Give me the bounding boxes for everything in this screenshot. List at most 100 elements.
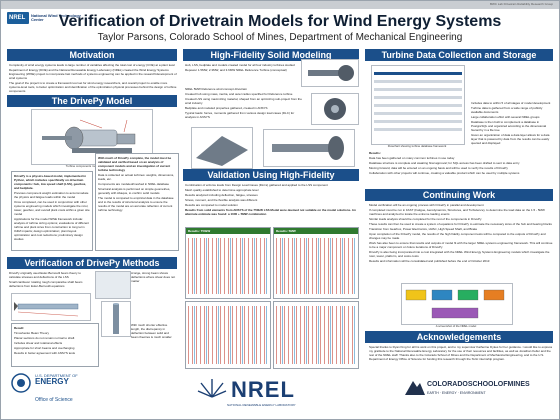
turbine-result: Moving forward, data will be entered on …: [369, 166, 508, 170]
hub-illustration: [324, 98, 346, 120]
validation-text: Combination of enforce loads from Design…: [185, 183, 357, 217]
results-750kw-panel-2: [185, 301, 271, 369]
drivepy-right-box: With much of DrivePy complete, the model…: [95, 153, 179, 251]
validation-header: Validation Using High-Fidelity Component…: [183, 169, 359, 192]
continuing-bullet: DrivePy is also being incorporated into …: [369, 250, 550, 258]
poster-title: Verification of Drivetrain Models for Wi…: [58, 13, 502, 30]
fidelity-bullet: Bedplate and modeled properties gathered…: [185, 106, 268, 110]
continuing-caption: A screenshot of the NREL model: [435, 324, 477, 328]
shaft-diagram: [11, 293, 91, 321]
drivepy-right-bullet: With much of DrivePy complete, the model…: [98, 156, 172, 172]
continuing-text: Model verification will be an ongoing pr…: [369, 203, 553, 264]
verification-note: A large, strong beam shows deflections w…: [131, 271, 176, 283]
results-5mw-plot: [276, 238, 356, 294]
turbine-bullet: Given an organization of data a data lay…: [471, 133, 550, 145]
nrel-wordmark: NREL: [231, 377, 295, 402]
validation-note: Results from solid elements from ANSYS o…: [185, 208, 356, 216]
results-5mw-panel-2: [273, 301, 359, 369]
bedplate-image: [191, 127, 253, 169]
bedplate-illustration: [196, 136, 248, 166]
results-750kw-plot-2: [188, 306, 268, 364]
fidelity-bullet: Typical loads: forces, moments gathered …: [185, 111, 295, 119]
drivepy-left-bullet: Previous component weight estimation to …: [14, 191, 89, 199]
fidelity-header: High-Fidelity Solid Modeling: [183, 49, 359, 61]
verification-header: Verification of DrivePy Methods: [7, 257, 177, 269]
doe-seal-icon: [11, 373, 31, 393]
validation-bullet: Combination of enforce loads from Design…: [185, 183, 328, 187]
continuing-bullet: Work has also been to ensure that result…: [369, 241, 553, 249]
continuing-bullet: Model verification will be an ongoing pr…: [369, 203, 484, 207]
turbine-bullet: Includes data to within 5 of all stages …: [471, 101, 551, 105]
results-5mw-panel: Results: 5MW: [273, 227, 359, 299]
rotor-image: [301, 59, 359, 87]
turbine-result: Data has been gathered on many common tu…: [369, 156, 455, 160]
verification-result-box: Result: Timoshenko Beam Theory Planar se…: [11, 323, 99, 367]
poster-subtitle: Taylor Parsons, Colorado School of Mines…: [97, 32, 463, 43]
hub-image: [311, 93, 359, 125]
drivepy-left-text: DrivePy is a physics-based model, implem…: [14, 174, 90, 242]
result-item: Includes shear and rotational effects: [14, 341, 63, 345]
doe-logo: U.S. DEPARTMENT OF ENERGY Office of Scie…: [11, 371, 101, 411]
turbine-data-header: Turbine Data Collection and Storage: [365, 49, 553, 61]
csm-mountain-icon: [405, 381, 425, 395]
validation-bullet: Mesh quality established to determine ap…: [185, 188, 259, 192]
drivepy-left-bullet: DrivePy is a physics-based model, implem…: [14, 174, 87, 190]
beam-cylinder-illustration: [113, 303, 119, 334]
flowchart-row: [374, 128, 462, 131]
validation-bullet: Results analyzed including deflection, f…: [185, 193, 258, 197]
fidelity-bullet: Hub, LSS, bedplate and models created mo…: [185, 63, 295, 67]
continuing-bullet: Similar loads analysis should be complet…: [369, 217, 482, 221]
drivepy-right-bullet: The model is compared to empirical data …: [98, 196, 174, 212]
beam-image: [101, 301, 131, 337]
turbine-results-text: Results: Data has been gathered on many …: [369, 151, 553, 176]
rotor-illustration: [308, 65, 354, 81]
turbine-caption: Flowchart showing turbine database frame…: [387, 144, 447, 148]
drivepy-left-box: DrivePy is a physics-based model, implem…: [11, 171, 93, 251]
database-flowchart: [371, 65, 465, 145]
nrel-logo-top-left: NREL National Wind Technology Center: [7, 11, 87, 25]
fidelity-bullet: NREL 5MW Reference wind concept drivetra…: [185, 87, 247, 91]
drivepy-left-bullet: Applications for the model WISE framewor…: [14, 217, 89, 241]
turbine-result: Collaboration with other projects will c…: [369, 171, 520, 175]
flowchart-row: [374, 112, 462, 115]
turbine-results-heading: Results:: [369, 151, 381, 155]
acknowledgements-header: Acknowledgements: [365, 331, 553, 343]
verification-side-note: With much shorter effective length, the …: [131, 323, 172, 339]
results-5mw-plot-2: [276, 306, 356, 364]
continuing-work-header: Continuing Work: [365, 189, 553, 201]
verification-text: DrivePy originally used Euler-Bernoulli …: [9, 271, 89, 289]
validation-bullet: Stress, moment, and the flexible analysi…: [185, 198, 258, 202]
verification-bullet: Small cantilever rotating rough comparat…: [9, 280, 83, 288]
drivepy-right-text: With much of DrivePy complete, the model…: [98, 156, 176, 213]
csm-name: COLORADOSCHOOLOFMINES: [427, 381, 530, 388]
turbine-result: Database structure is complete and await…: [369, 161, 520, 165]
top-bar: BWC Lab Drivetrain Reliability Research …: [1, 1, 559, 9]
validation-bullet: Results are compared to model solution: [185, 203, 238, 207]
fidelity-bullet: Created LSS using maximizing material, s…: [185, 97, 302, 105]
doe-line2: ENERGY: [35, 377, 69, 386]
nrel-sun-icon: [197, 379, 227, 398]
logo-text: National Wind Technology Center: [31, 13, 81, 22]
shaft-illustration: [272, 136, 344, 160]
motivation-header: Motivation: [7, 49, 177, 61]
continuing-bullet: Transition from Gearbox, Power Electroni…: [369, 227, 478, 231]
result-item: Results in better agreement with ANSYS t…: [14, 351, 76, 355]
top-note: BWC Lab Drivetrain Reliability Research …: [489, 2, 553, 6]
csm-subtitle: EARTH · ENERGY · ENVIRONMENT: [427, 391, 486, 395]
results-750kw-plot: [188, 238, 268, 294]
nrel-footer-logo: NREL NATIONAL RENEWABLE ENERGY LABORATOR…: [197, 371, 337, 411]
continuing-bullet: Upon completion of the DrivePy model, th…: [369, 232, 546, 240]
nrel-logo-icon: NREL: [7, 12, 29, 24]
result-heading: Result:: [14, 326, 25, 330]
drivepy-caption: Turbine components modeled in DrivePy: [65, 164, 117, 168]
nrel-model-screenshot: [401, 283, 513, 325]
result-item: Planar sections do not remain normal to …: [14, 336, 75, 340]
flowchart-row: [374, 96, 462, 99]
fidelity-more-text: NREL 5MW Reference wind concept drivetra…: [185, 87, 305, 120]
doe-line3: Office of Science: [35, 397, 73, 403]
drivepy-left-bullet: Once completed, can be used in conjuncti…: [14, 200, 90, 216]
result-item: Appropriate for short beams and overhang…: [14, 346, 75, 350]
flowchart-row: [374, 120, 462, 123]
shaft-beam-illustration: [14, 302, 79, 317]
continuing-bullet: These results can then be used to create…: [369, 222, 552, 226]
